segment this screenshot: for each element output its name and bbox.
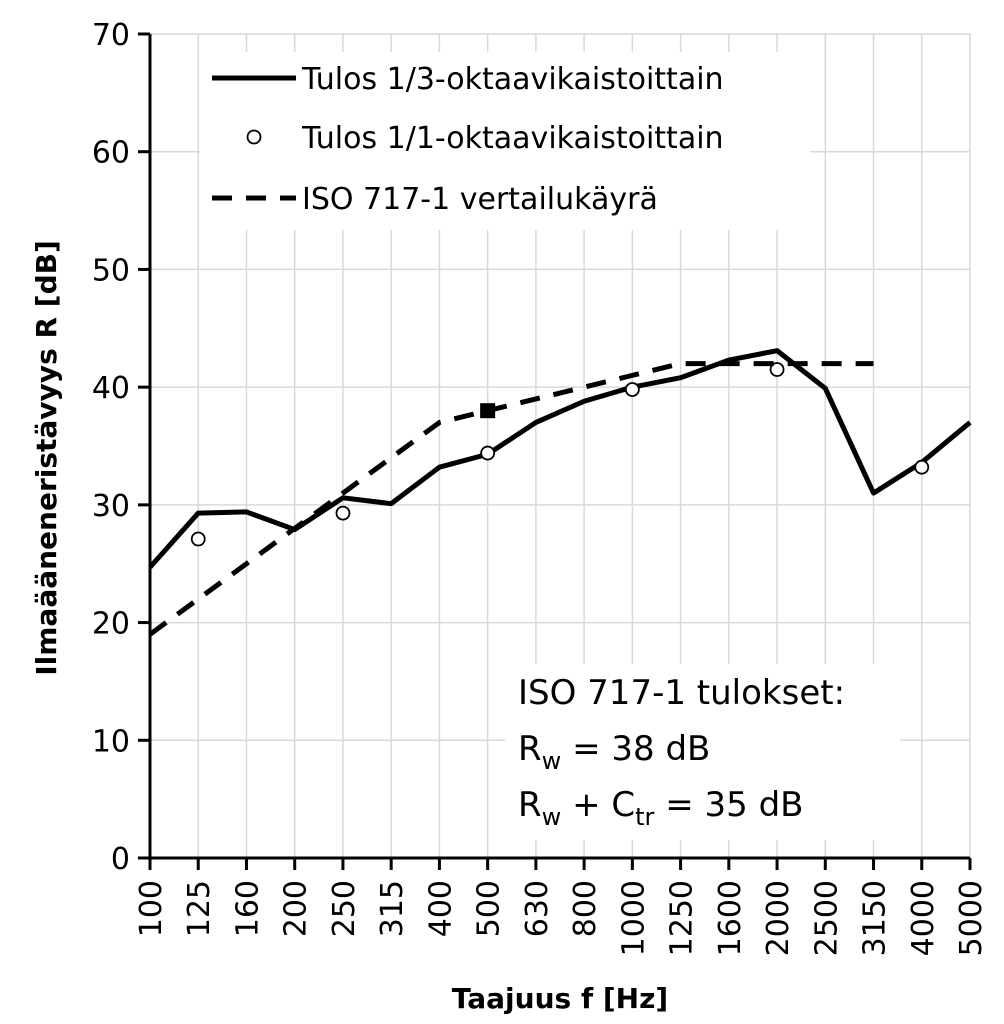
legend-label-solid: Tulos 1/3-oktaavikaistoittain: [301, 62, 724, 97]
series-layer: [148, 348, 972, 637]
result-annotation: ISO 717-1 tulokset: Rw = 38 dB Rw + Ctr …: [518, 673, 845, 831]
x-tick-label: 100: [134, 880, 169, 937]
x-tick-label: 3150: [858, 880, 893, 956]
x-tick-label: 400: [423, 880, 458, 937]
x-tick-label: 1000: [616, 880, 651, 956]
y-tick-label: 50: [92, 253, 130, 288]
y-tick-label: 0: [111, 842, 130, 877]
octave-point: [480, 445, 496, 461]
annotation-rw-ctr: Rw + Ctr = 35 dB: [518, 785, 803, 831]
x-tick-label: 125: [182, 880, 217, 937]
octave-point: [914, 459, 930, 475]
tick-labels: 0 10 20 30 40 50 60 70 100 125 160 200 250 315 400 500 6…: [92, 18, 989, 956]
annotation-background: [505, 664, 900, 840]
x-tick-label: 160: [230, 880, 265, 937]
axes: [138, 32, 972, 870]
x-tick-label: 5000: [954, 880, 989, 956]
x-axis-title: Taajuus f [Hz]: [452, 982, 668, 1015]
legend: Tulos 1/3-oktaavikaistoittain Tulos 1/1-…: [212, 62, 724, 217]
x-tick-label: 1250: [665, 880, 700, 956]
rw-reference-marker: [480, 403, 496, 419]
x-tick-label: 315: [375, 880, 410, 937]
x-tick-label: 2500: [809, 880, 844, 956]
x-tick-label: 500: [472, 880, 507, 937]
third-octave-line: [148, 348, 972, 569]
legend-label-circle: Tulos 1/1-oktaavikaistoittain: [301, 121, 724, 156]
y-tick-label: 30: [92, 489, 130, 524]
reference-curve-line: [148, 361, 874, 637]
y-tick-label: 60: [92, 136, 130, 171]
y-tick-label: 40: [92, 371, 130, 406]
octave-point: [335, 505, 351, 521]
y-axis-title: Ilmaääneneristävyys R [dB]: [30, 240, 63, 676]
y-tick-label: 10: [92, 724, 130, 759]
x-tick-label: 4000: [906, 880, 941, 956]
x-tick-label: 250: [327, 880, 362, 937]
y-tick-label: 20: [92, 607, 130, 642]
x-tick-label: 200: [279, 880, 314, 937]
x-tick-label: 800: [568, 880, 603, 937]
octave-point: [190, 531, 206, 547]
legend-background: [200, 52, 810, 230]
legend-label-dashed: ISO 717-1 vertailukäyrä: [302, 182, 658, 217]
x-tick-label: 1600: [713, 880, 748, 956]
x-tick-label: 630: [520, 880, 555, 937]
octave-point: [624, 382, 640, 397]
x-tick-label: 2000: [761, 880, 796, 956]
annotation-rw: Rw = 38 dB: [518, 729, 710, 775]
legend-swatch-circle: [246, 129, 262, 145]
octave-point: [769, 362, 785, 377]
annotation-title: ISO 717-1 tulokset:: [518, 673, 845, 713]
y-tick-label: 70: [92, 18, 130, 53]
